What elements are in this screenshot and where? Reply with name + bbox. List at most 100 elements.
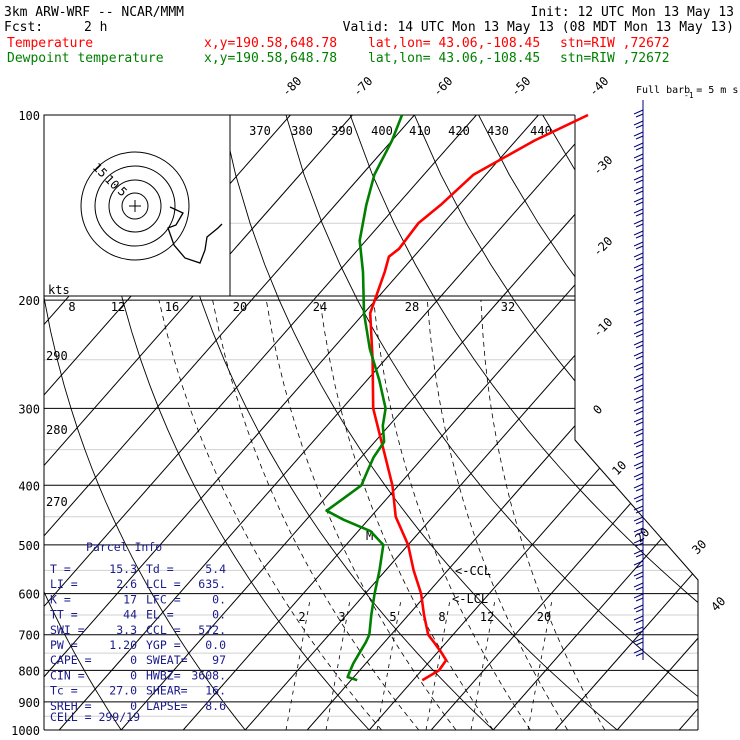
moist-adiabat <box>480 300 606 730</box>
wind-barb <box>633 230 644 239</box>
wind-barb <box>633 351 644 360</box>
pressure-label-700: 700 <box>18 629 40 643</box>
valid-time: Valid: 14 UTC Mon 13 May 13 (08 MDT Mon … <box>343 20 734 35</box>
isotherm <box>44 115 415 730</box>
parcel-value: 0. <box>212 608 226 622</box>
parcel-info: Parcel Info T = 15.3 Td = 5.4 LI = 2.6 LCL = 63… <box>50 540 226 724</box>
wind-barb <box>633 483 644 492</box>
parcel-label: Tc = <box>50 684 78 698</box>
dry-adiabat <box>93 115 370 730</box>
parcel-value: 0 <box>130 699 137 713</box>
parcel-label: HWBZ= <box>146 668 181 682</box>
wind-barb <box>633 571 644 580</box>
wind-barb <box>633 593 644 602</box>
isotherm <box>44 115 353 730</box>
parcel-value: 3608. <box>191 668 226 682</box>
isotherm <box>616 115 698 730</box>
legend-dewpoint: Dewpoint temperature <box>7 51 164 66</box>
dry-adiabat <box>413 115 698 730</box>
wind-barb <box>633 252 644 261</box>
parcel-value: 27.0 <box>109 684 137 698</box>
theta-label: 400 <box>371 124 393 138</box>
wind-barb <box>633 109 644 118</box>
hodo-speed-label: 28 <box>405 300 419 314</box>
wind-barb <box>633 296 644 305</box>
grid <box>44 115 740 730</box>
wind-barb <box>633 219 644 228</box>
theta-label: 430 <box>487 124 509 138</box>
hodograph-ring <box>80 151 190 261</box>
isotherm <box>58 115 601 730</box>
left-theta-label: 290 <box>46 349 68 363</box>
theta-label: 390 <box>331 124 353 138</box>
dewpoint-line <box>325 114 404 682</box>
wind-barb <box>633 120 644 129</box>
isotherm <box>306 115 698 730</box>
wind-barb <box>633 494 644 503</box>
dry-adiabat <box>478 115 698 730</box>
profile-lines <box>325 113 589 682</box>
wind-barb <box>633 527 644 536</box>
parcel-value: 635. <box>198 577 226 591</box>
hodograph-ring <box>121 192 149 220</box>
wind-barb <box>633 395 644 404</box>
wind-barb <box>633 472 644 481</box>
parcel-value: 0 <box>130 653 137 667</box>
parcel-label: LI = <box>50 577 78 591</box>
moist-adiabat <box>373 300 531 730</box>
isotherm <box>244 115 698 730</box>
parcel-label: SHEAR= <box>146 684 188 698</box>
isotherm <box>492 115 698 730</box>
isotherm <box>430 115 698 730</box>
wind-barb <box>633 439 644 448</box>
isotherm-label: -10 <box>590 315 615 340</box>
wind-barb <box>633 153 644 162</box>
parcel-label: K = <box>50 592 71 606</box>
wind-barb <box>633 263 644 272</box>
isotherm-label: -60 <box>430 74 455 99</box>
m-marker: M <box>366 529 373 543</box>
parcel-cell: CELL = 299/19 <box>50 710 140 724</box>
parcel-label: SREH = <box>50 699 92 713</box>
hodograph-ring <box>108 179 162 233</box>
wind-barb <box>633 373 644 382</box>
parcel-value: 0.0 <box>205 638 226 652</box>
wind-barb <box>633 582 644 591</box>
theta-label: 440 <box>530 124 552 138</box>
hodograph-trace <box>167 206 223 264</box>
wind-barb <box>633 560 644 569</box>
dewp-xy: x,y=190.58,648.78 <box>204 51 337 66</box>
ccl-marker: <-CCL <box>455 564 491 578</box>
wind-barb <box>633 142 644 151</box>
model-title: 3km ARW-WRF -- NCAR/MMM <box>4 5 184 20</box>
wind-barb <box>633 516 644 525</box>
dry-adiabat <box>285 115 698 730</box>
mixing-ratio-label: 8 <box>438 610 445 624</box>
left-theta-label: 280 <box>46 423 68 437</box>
parcel-label: SWI = <box>50 623 85 637</box>
parcel-label: LFC = <box>146 592 181 606</box>
header: 3km ARW-WRF -- NCAR/MMM Init: 12 UTC Mon… <box>4 5 738 100</box>
parcel-title: Parcel Info <box>86 540 162 554</box>
wind-barb <box>633 637 644 646</box>
parcel-label: T = <box>50 562 71 576</box>
hodo-speed-label: 24 <box>313 300 327 314</box>
parcel-label: SWEAT= <box>146 653 188 667</box>
pressure-label-100: 100 <box>18 109 40 123</box>
parcel-label: CAPE = <box>50 653 92 667</box>
parcel-value: 5.4 <box>205 562 226 576</box>
mixing-ratio-line <box>470 599 496 730</box>
isotherm <box>678 115 698 730</box>
parcel-value: 2.6 <box>116 577 137 591</box>
theta-label: 380 <box>291 124 313 138</box>
wind-barbs <box>633 100 644 660</box>
parcel-value: 15.3 <box>109 562 137 576</box>
isotherm <box>554 115 698 730</box>
parcel-value: 44 <box>123 608 137 622</box>
mixing-ratio-label: 20 <box>537 610 551 624</box>
pressure-label-800: 800 <box>18 664 40 678</box>
dry-adiabat <box>735 115 740 730</box>
isotherm-label: -80 <box>279 74 304 99</box>
dry-adiabat <box>606 115 698 730</box>
parcel-value: 572. <box>198 623 226 637</box>
